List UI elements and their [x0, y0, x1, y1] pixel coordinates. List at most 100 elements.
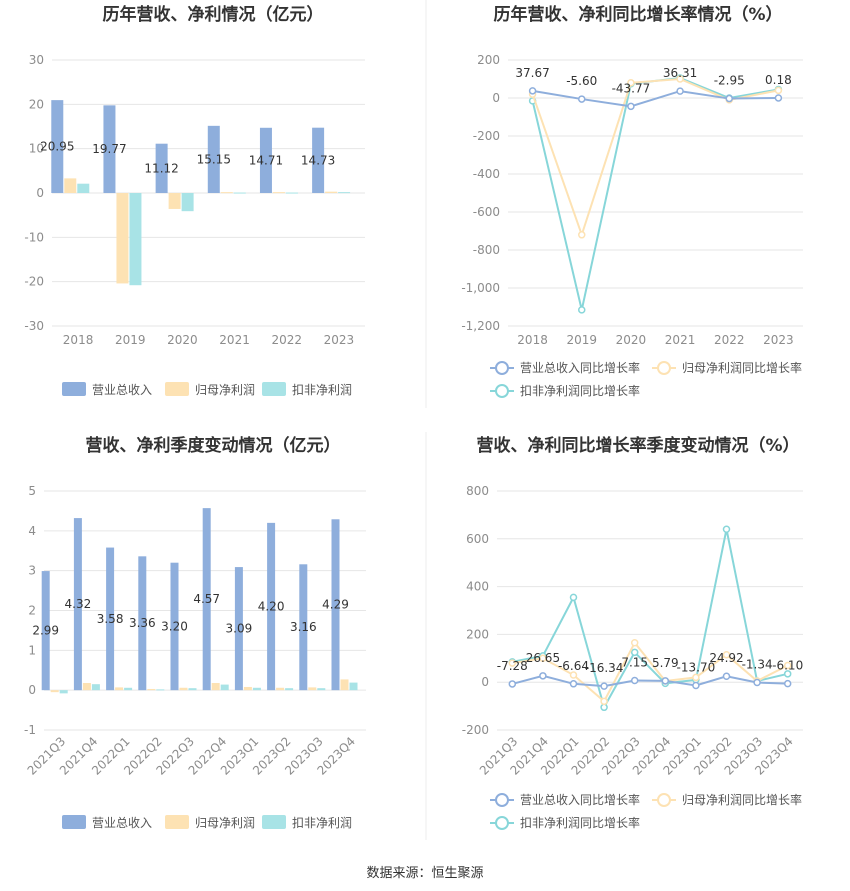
legend-item-revenue_g: 营业总收入同比增长率 [490, 792, 640, 807]
legend-label: 扣非净利润 [292, 816, 352, 830]
bar-net [50, 690, 59, 693]
data-point-deducted_g [578, 306, 586, 314]
data-label: 7.15 [621, 655, 648, 669]
data-point-revenue_g [692, 681, 700, 690]
bar-deducted [252, 687, 261, 691]
x-tick-label: 2021 [665, 333, 696, 347]
data-point-deducted_g [569, 593, 578, 602]
y-tick-label: 1 [28, 643, 36, 657]
legend-item-revenue_g: 营业总收入同比增长率 [490, 360, 640, 375]
series-line-net_g [512, 640, 789, 703]
series-line-net_g [531, 77, 779, 238]
y-tick-label: 0 [492, 91, 500, 105]
bar-deducted [91, 684, 100, 691]
legend-label: 营业总收入 [92, 816, 152, 830]
data-label: -13.70 [677, 660, 716, 674]
data-point-revenue_g [578, 95, 586, 103]
bar-revenue [202, 508, 211, 691]
bar-revenue [103, 105, 116, 193]
legend-swatch-marker [495, 793, 509, 807]
bar-revenue [138, 556, 147, 691]
data-point-revenue_g [774, 94, 783, 102]
bar-revenue [106, 547, 115, 691]
y-tick-label: 4 [28, 524, 36, 538]
data-point-revenue_g [539, 672, 547, 680]
bar-net [179, 687, 188, 691]
legend-item-deducted: 扣非净利润 [262, 815, 352, 830]
data-point-revenue_g [676, 87, 684, 95]
y-tick-label: 0 [28, 683, 36, 697]
x-tick-label: 2023 [763, 333, 794, 347]
bar-revenue [267, 522, 276, 691]
data-label: 3.20 [161, 619, 188, 633]
legend-swatch-marker [657, 361, 671, 375]
bar-net [308, 687, 317, 691]
data-label: -5.60 [566, 74, 597, 88]
chart-title: 营收、净利季度变动情况（亿元） [86, 435, 341, 456]
x-tick-label: 2018 [63, 333, 94, 347]
data-point-net_g [600, 697, 608, 706]
y-tick-label: 0 [36, 186, 44, 200]
bar-deducted [285, 192, 298, 194]
legend-swatch [165, 382, 189, 396]
bar-revenue [259, 127, 272, 193]
data-label: 3.36 [129, 616, 156, 630]
data-label: 14.71 [249, 153, 283, 167]
bar-deducted [77, 183, 90, 193]
legend-swatch-marker [495, 384, 509, 398]
data-point-deducted_g [600, 703, 608, 712]
data-point-net_g [774, 86, 783, 95]
data-label: 26.65 [526, 651, 560, 665]
bar-net [168, 193, 181, 209]
bar-revenue [331, 519, 340, 691]
bar-net [272, 192, 285, 194]
x-tick-label: 2018 [517, 333, 548, 347]
data-label: -2.95 [714, 74, 745, 88]
y-tick-label: 600 [466, 532, 489, 546]
data-point-revenue_g [627, 102, 635, 111]
x-tick-label: 2022 [714, 333, 745, 347]
legend-label: 营业总收入同比增长率 [520, 360, 640, 375]
data-point-deducted_g [783, 670, 792, 678]
legend-item-net_g: 归母净利润同比增长率 [652, 360, 802, 375]
bar-deducted [233, 192, 246, 194]
bar-deducted [338, 192, 351, 194]
y-tick-label: -200 [462, 723, 489, 737]
data-point-net_g [627, 79, 635, 87]
data-label: 20.95 [40, 140, 74, 154]
bar-deducted [129, 193, 142, 286]
legend-label: 营业总收入同比增长率 [520, 792, 640, 807]
x-tick-label: 2019 [115, 333, 146, 347]
y-tick-label: -600 [473, 205, 500, 219]
data-label: 14.73 [301, 153, 335, 167]
y-tick-label: -10 [24, 230, 44, 244]
data-point-revenue_g [630, 676, 639, 685]
bar-net [325, 191, 338, 193]
legend-label: 营业总收入 [92, 383, 152, 397]
series-line-deducted_g [531, 77, 779, 311]
bar-revenue [170, 562, 179, 691]
bar-deducted [59, 690, 68, 694]
chart-title: 历年营收、净利同比增长率情况（%） [493, 4, 782, 25]
bar-deducted [124, 687, 133, 691]
bar-deducted [188, 688, 197, 691]
data-label: 4.29 [322, 598, 349, 612]
bar-revenue [73, 518, 82, 691]
legend-swatch-marker [657, 793, 671, 807]
series-line-deducted_g [512, 529, 788, 710]
y-tick-label: -1 [24, 723, 36, 737]
data-point-net_g [508, 659, 517, 667]
bar-revenue [312, 127, 325, 193]
data-label: 11.12 [144, 161, 178, 175]
legend-label: 归母净利润 [195, 816, 255, 830]
x-tick-label: 2021 [219, 333, 250, 347]
data-label: 24.92 [709, 651, 743, 665]
data-point-revenue_g [783, 679, 792, 688]
bar-revenue [207, 125, 220, 193]
data-label: 3.09 [226, 622, 253, 636]
y-tick-label: 20 [29, 97, 44, 111]
data-point-net_g [630, 639, 639, 647]
y-tick-label: 10 [29, 142, 44, 156]
legend-swatch [62, 815, 86, 829]
bar-revenue [41, 571, 50, 691]
